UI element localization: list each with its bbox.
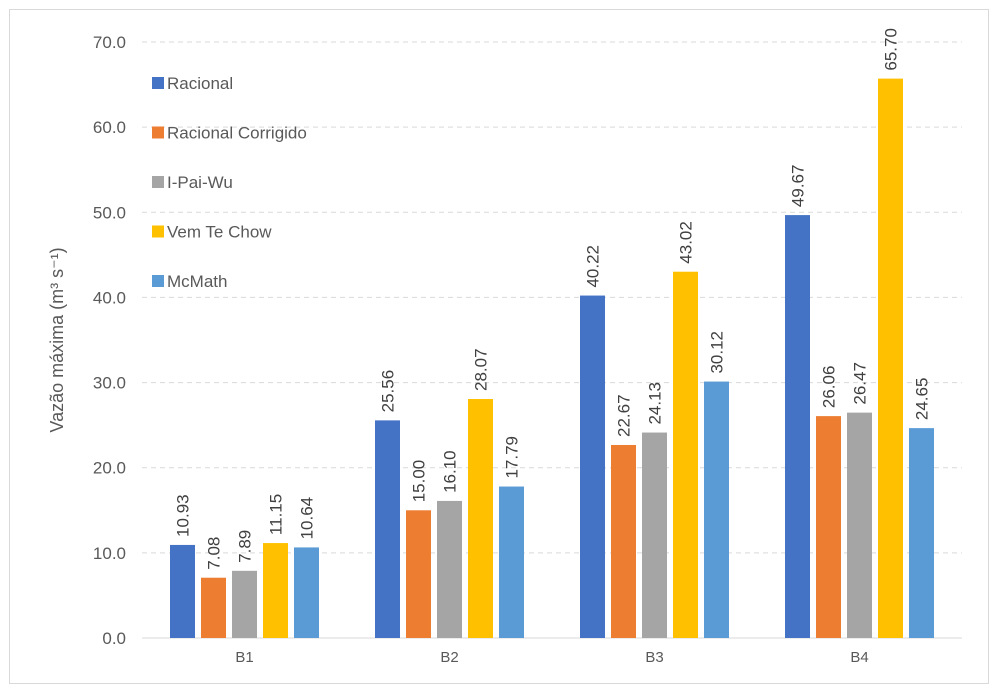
legend-swatch [152,176,164,188]
data-label: 24.65 [913,378,932,421]
data-label: 10.93 [174,494,193,537]
data-label: 11.15 [267,494,286,535]
data-label: 43.02 [677,221,696,264]
legend-label: Vem Te Chow [167,223,272,242]
data-label: 10.64 [298,497,317,540]
bar [375,420,400,638]
bar [437,500,462,638]
data-label: 25.56 [379,370,398,413]
y-axis-label: Vazão máxima (m³ s⁻¹) [47,247,67,432]
data-labels-layer: 10.93 7.08 7.89 11.15 10.64 25.56 15.00 16.10 28… [174,28,932,570]
bar [201,577,226,638]
data-label: 28.07 [472,348,491,391]
data-label: 26.47 [851,362,870,405]
x-category-label: B2 [440,649,458,666]
y-tick-label: 70.0 [93,33,126,52]
y-tick-label: 60.0 [93,118,126,137]
y-tick-label: 0.0 [102,629,126,648]
data-label: 7.89 [236,530,255,563]
x-axis-categories: B1 B2 B3 B4 [235,649,868,666]
legend-swatch [152,275,164,287]
x-category-label: B4 [850,649,868,666]
legend-swatch [152,77,164,89]
x-category-label: B1 [235,649,253,666]
data-label: 15.00 [410,460,429,503]
legend-swatch [152,225,164,238]
data-label: 17.79 [503,436,522,479]
x-category-label: B3 [645,649,663,666]
bar [580,295,605,638]
legend-label: Racional Corrigido [167,124,307,143]
legend-label: I-Pai-Wu [167,173,233,192]
bar [263,543,288,638]
data-label: 40.22 [584,245,603,288]
y-tick-label: 20.0 [93,459,126,478]
bar [468,399,493,638]
legend-swatch [152,126,164,139]
data-label: 24.13 [646,382,665,425]
data-label: 22.67 [615,394,634,437]
data-label: 7.08 [205,537,224,570]
bar [294,547,319,638]
y-tick-label: 40.0 [93,288,126,307]
bar [611,444,636,638]
data-label: 16.10 [441,450,460,493]
legend: Racional Racional Corrigido I-Pai-Wu Vem Te… [152,74,307,291]
bar [909,428,934,638]
bar [673,271,698,638]
bar [816,416,841,638]
bar [704,381,729,638]
y-tick-label: 50.0 [93,203,126,222]
y-tick-label: 30.0 [93,374,126,393]
bar [406,510,431,638]
bar [785,215,810,638]
legend-label: Racional [167,74,233,93]
data-label: 49.67 [789,165,808,208]
bar [847,412,872,638]
data-label: 26.06 [820,366,839,409]
y-tick-label: 10.0 [93,544,126,563]
bar [499,486,524,638]
legend-label: McMath [167,272,227,291]
bars-layer [170,78,934,638]
bar [878,78,903,638]
bar [232,570,257,638]
bar [642,432,667,638]
data-label: 30.12 [708,331,727,374]
y-axis-ticks: 0.0 10.0 20.0 30.0 40.0 50.0 60.0 70.0 [93,33,126,648]
bar [170,544,195,638]
data-label: 65.70 [882,28,901,71]
